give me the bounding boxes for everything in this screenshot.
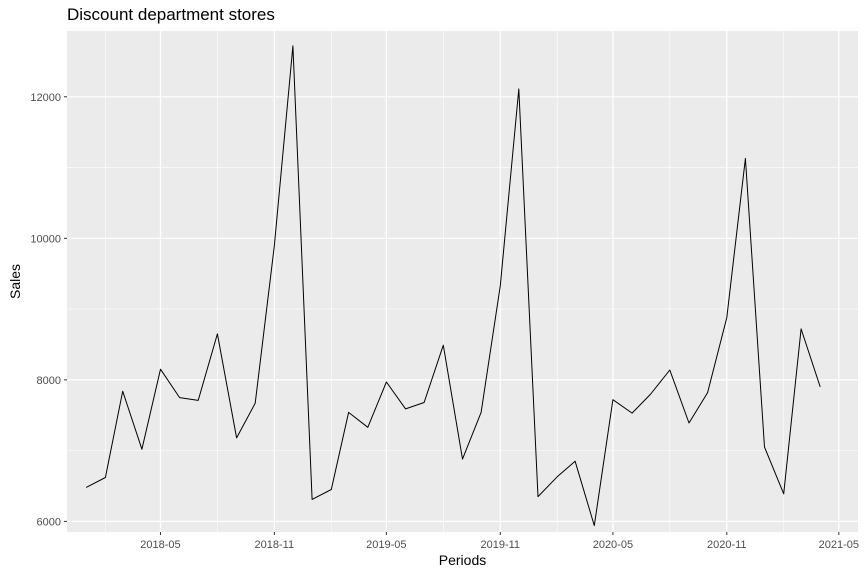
x-tick-label: 2020-11 (707, 539, 747, 551)
y-tick-label: 12000 (30, 92, 61, 104)
series-line (85, 45, 821, 527)
y-axis: 6000 8000 10000 12000 (30, 92, 67, 528)
x-tick-label: 2020-05 (593, 539, 633, 551)
x-tick-label: 2019-05 (366, 539, 406, 551)
y-axis-title: Sales (7, 264, 23, 299)
chart-title: Discount department stores (67, 5, 275, 24)
x-tick-label: 2018-11 (255, 539, 295, 551)
y-tick-label: 8000 (37, 375, 61, 387)
x-tick-label: 2021-05 (819, 539, 859, 551)
y-tick-label: 10000 (30, 233, 61, 245)
x-axis-title: Periods (439, 552, 486, 568)
plot-panel (67, 31, 858, 532)
x-tick-label: 2019-11 (480, 539, 520, 551)
x-axis: 2018-05 2018-11 2019-05 2019-11 2020-05 2020-… (140, 532, 859, 551)
y-tick-label: 6000 (37, 516, 61, 528)
major-gridlines (67, 31, 858, 532)
minor-gridlines (67, 31, 858, 532)
x-tick-label: 2018-05 (140, 539, 180, 551)
